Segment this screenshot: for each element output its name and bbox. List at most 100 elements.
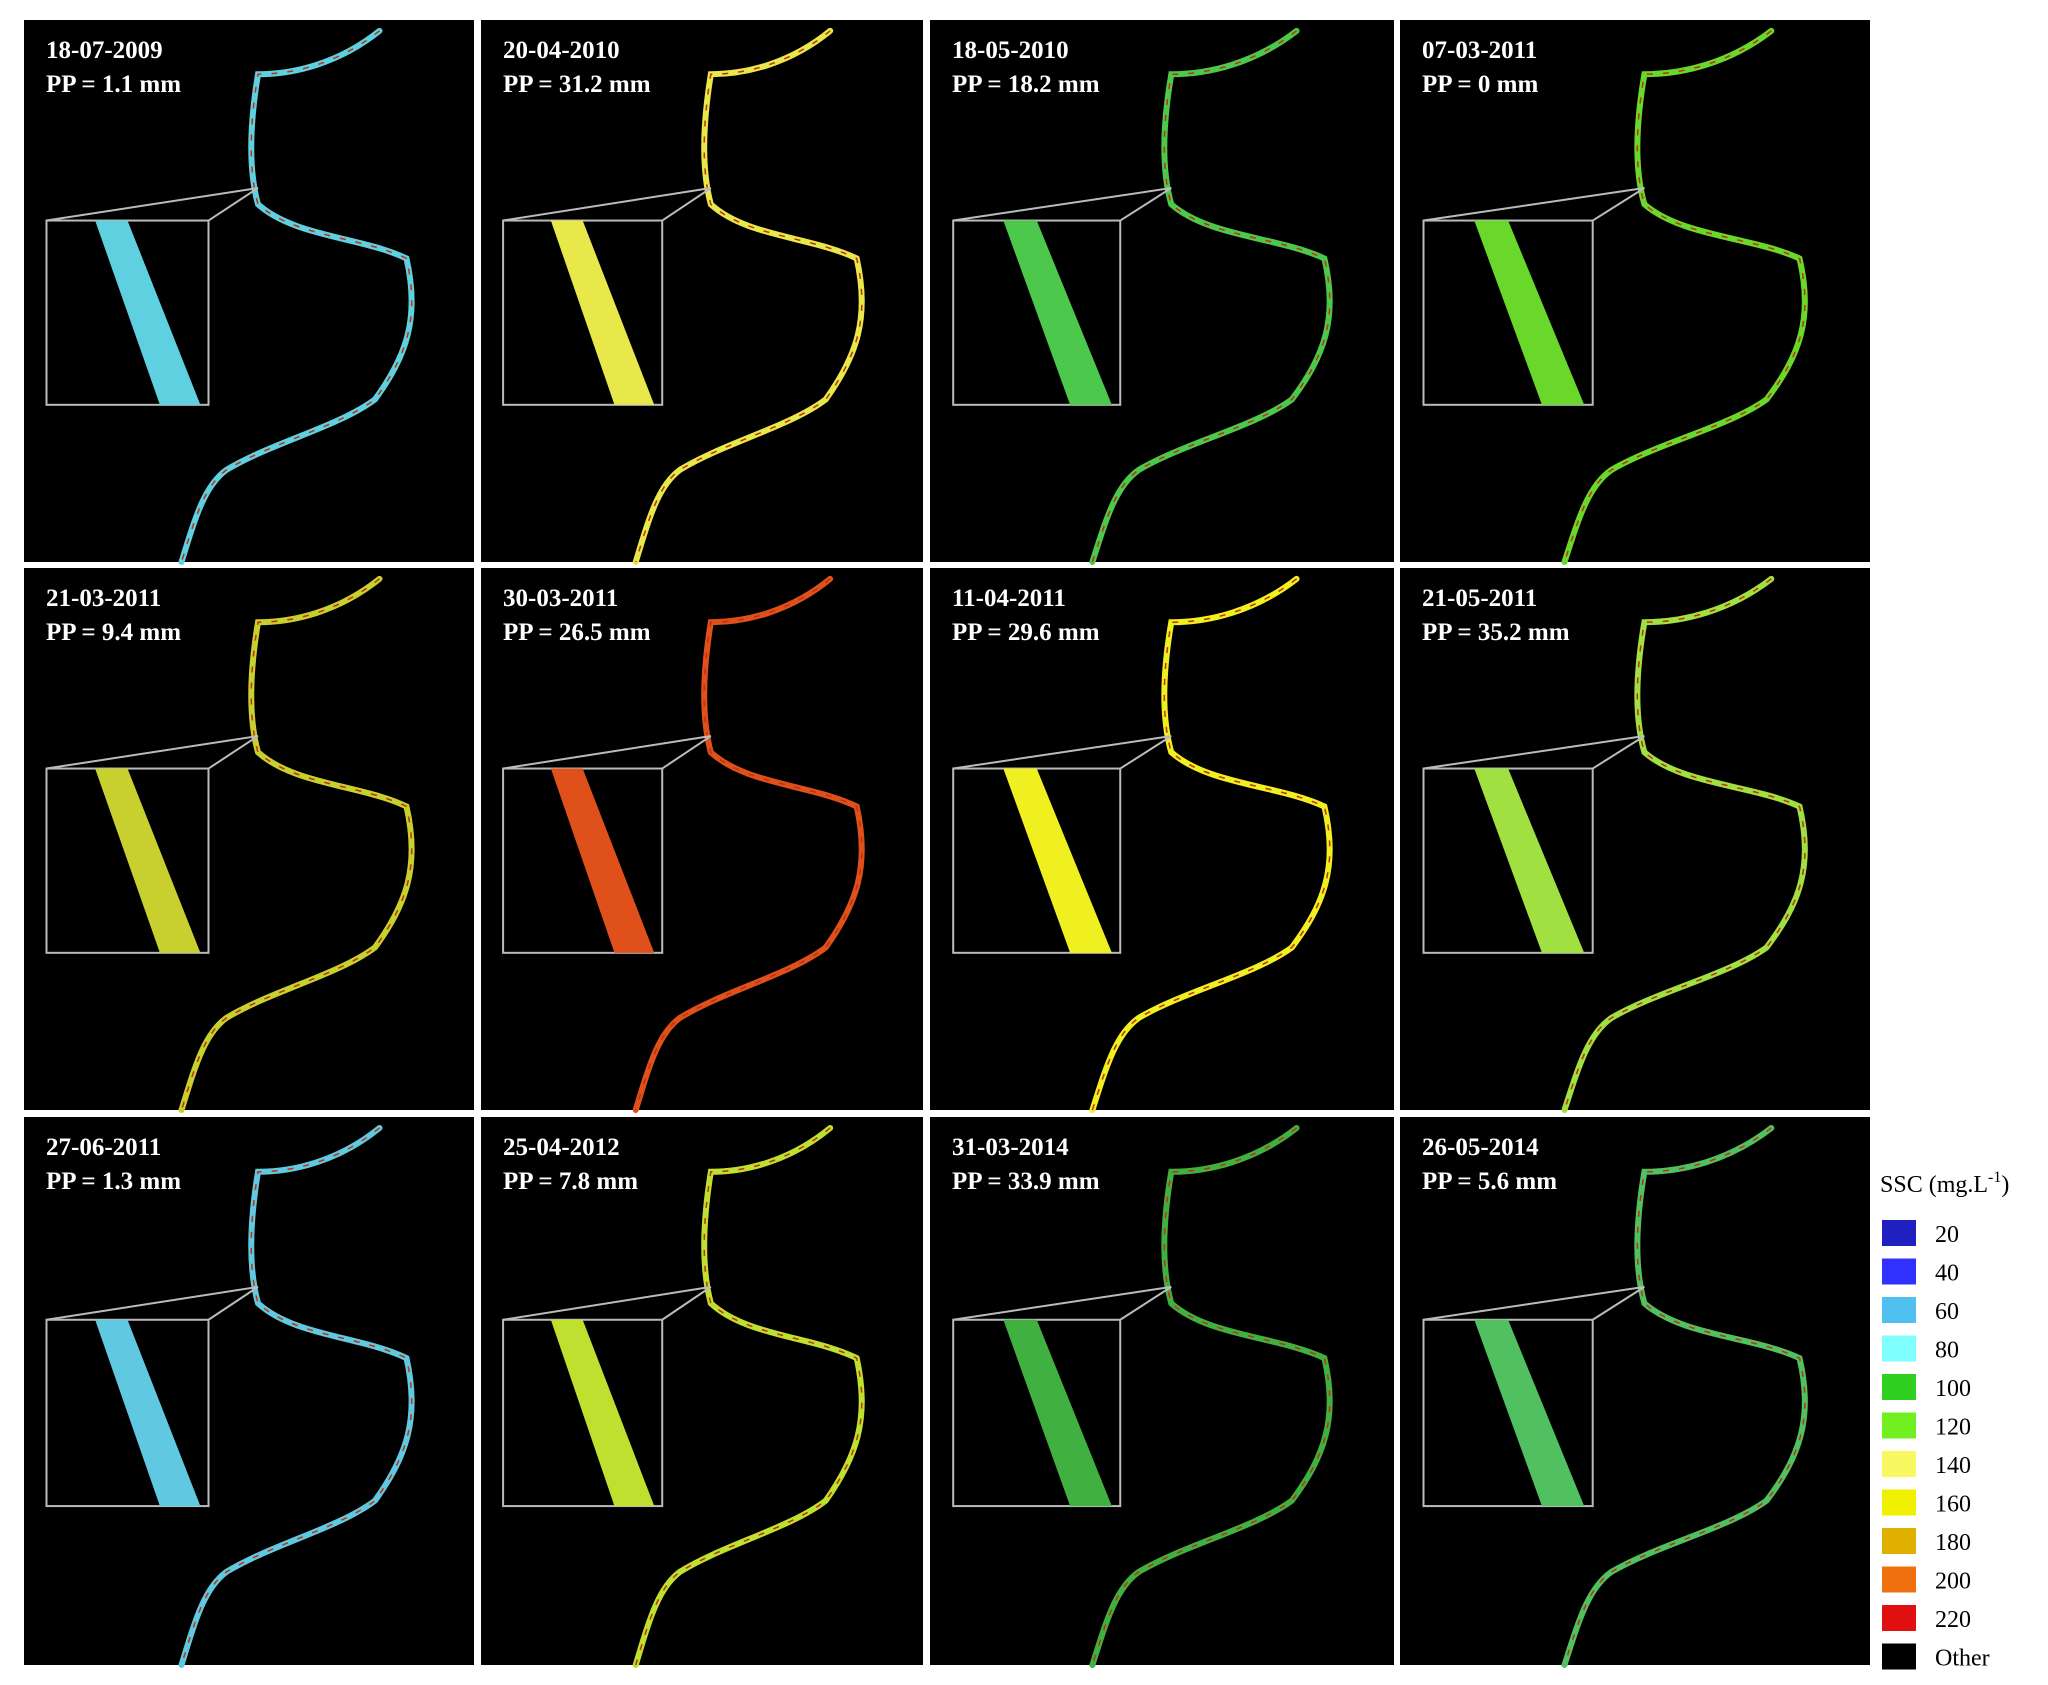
zoom-line [1423, 1285, 1645, 1321]
inset-river [95, 1319, 201, 1507]
panel-precipitation: PP = 26.5 mm [503, 619, 651, 646]
river-layer [636, 1128, 862, 1665]
legend-label: 20 [1935, 1222, 1959, 1248]
zoom-line [953, 187, 1172, 222]
legend-swatch [1882, 1605, 1916, 1631]
zoom-line [502, 1285, 711, 1321]
legend-swatch [1882, 1412, 1916, 1439]
legend-swatch [1882, 1258, 1916, 1285]
river-layer [1565, 579, 1805, 1110]
map-panel: 26-05-2014 PP = 5.6 mm [1400, 1117, 1870, 1665]
map-panel: 25-04-2012 PP = 7.8 mm [481, 1117, 923, 1665]
zoom-line [661, 1286, 712, 1321]
map-panel: 20-04-2010 PP = 31.2 mm [481, 20, 923, 562]
zoom-line [1423, 735, 1645, 770]
legend-label: 160 [1935, 1492, 1971, 1518]
river-edge [1565, 31, 1805, 562]
map-panel: 18-05-2010 PP = 18.2 mm [930, 20, 1394, 562]
panel-precipitation: PP = 9.4 mm [46, 619, 181, 646]
map-panel: 27-06-2011 PP = 1.3 mm [24, 1117, 474, 1665]
zoom-line [207, 735, 259, 770]
river [1092, 1128, 1329, 1665]
inset-river [95, 768, 201, 953]
legend-label: 100 [1935, 1376, 1971, 1402]
legend-swatch [1882, 1220, 1916, 1246]
panel-date: 26-05-2014 [1422, 1134, 1539, 1161]
zoom-line [1592, 187, 1645, 222]
river-edge [636, 1128, 862, 1665]
river-edge [1092, 579, 1329, 1110]
river-edge [182, 1128, 412, 1665]
legend-title-end: ) [2001, 1172, 2009, 1198]
panel-date: 18-07-2009 [46, 37, 163, 64]
panel-precipitation: PP = 18.2 mm [952, 71, 1100, 98]
inset-river [1474, 220, 1585, 405]
zoom-line [502, 735, 711, 770]
legend-label: 120 [1935, 1415, 1971, 1441]
panel-date: 30-03-2011 [503, 585, 618, 612]
map-panel: 07-03-2011 PP = 0 mm [1400, 20, 1870, 562]
panel-precipitation: PP = 1.1 mm [46, 71, 181, 98]
map-panel: 31-03-2014 PP = 33.9 mm [930, 1117, 1394, 1665]
river-edge [1565, 1128, 1805, 1665]
legend-swatch [1882, 1297, 1916, 1323]
legend-swatch [1882, 1451, 1916, 1477]
river-layer [182, 579, 412, 1110]
inset-river [1003, 220, 1112, 405]
river-layer [636, 31, 862, 562]
river-layer [1565, 1128, 1805, 1665]
zoom-line [207, 1286, 259, 1321]
panel-precipitation: PP = 7.8 mm [503, 1168, 638, 1195]
river-edge [636, 579, 862, 1110]
zoom-line [502, 187, 711, 222]
map-panel: 21-03-2011 PP = 9.4 mm [24, 568, 474, 1110]
panel-date: 11-04-2011 [952, 585, 1066, 612]
river-edge [182, 579, 412, 1110]
panel-precipitation: PP = 31.2 mm [503, 71, 651, 98]
river-layer [1565, 31, 1805, 562]
map-panel: 30-03-2011 PP = 26.5 mm [481, 568, 923, 1110]
zoom-line [46, 735, 259, 770]
zoom-line [1119, 735, 1172, 770]
legend-title: SSC (mg.L-1) [1880, 1169, 2009, 1198]
legend-label: Other [1935, 1646, 1990, 1672]
panel-precipitation: PP = 35.2 mm [1422, 619, 1570, 646]
inset-river [550, 768, 655, 953]
map-panel: 11-04-2011 PP = 29.6 mm [930, 568, 1394, 1110]
legend-swatch [1882, 1335, 1916, 1362]
panel-date: 21-05-2011 [1422, 585, 1537, 612]
map-panel: 18-07-2009 PP = 1.1 mm [24, 20, 474, 562]
legend-title-exponent: -1 [1988, 1169, 2001, 1186]
river-edge [1092, 31, 1329, 562]
zoom-line [953, 735, 1172, 770]
river-layer [182, 31, 412, 562]
panel-precipitation: PP = 33.9 mm [952, 1168, 1100, 1195]
zoom-line [1592, 1286, 1645, 1321]
panel-precipitation: PP = 1.3 mm [46, 1168, 181, 1195]
panel-date: 07-03-2011 [1422, 37, 1537, 64]
panel-date: 31-03-2014 [952, 1134, 1069, 1161]
zoom-line [1592, 735, 1645, 770]
inset-river [1474, 768, 1585, 953]
zoom-line [661, 735, 712, 770]
legend-label: 60 [1935, 1299, 1959, 1325]
panel-precipitation: PP = 5.6 mm [1422, 1168, 1557, 1195]
inset-river [550, 1319, 655, 1507]
river-layer [182, 1128, 412, 1665]
legend-title-text: SSC (mg.L [1880, 1172, 1988, 1198]
legend-label: 40 [1935, 1261, 1959, 1287]
panel-date: 18-05-2010 [952, 37, 1069, 64]
map-panel: 21-05-2011 PP = 35.2 mm [1400, 568, 1870, 1110]
inset-river [550, 220, 655, 405]
zoom-line [46, 1285, 259, 1321]
zoom-line [207, 187, 259, 222]
legend-swatch [1882, 1566, 1916, 1593]
panel-precipitation: PP = 29.6 mm [952, 619, 1100, 646]
legend-swatch [1882, 1374, 1916, 1400]
river-layer [636, 579, 862, 1110]
panel-date: 20-04-2010 [503, 37, 620, 64]
inset-river [95, 220, 201, 405]
river-layer [1092, 1128, 1329, 1665]
zoom-line [1119, 187, 1172, 222]
